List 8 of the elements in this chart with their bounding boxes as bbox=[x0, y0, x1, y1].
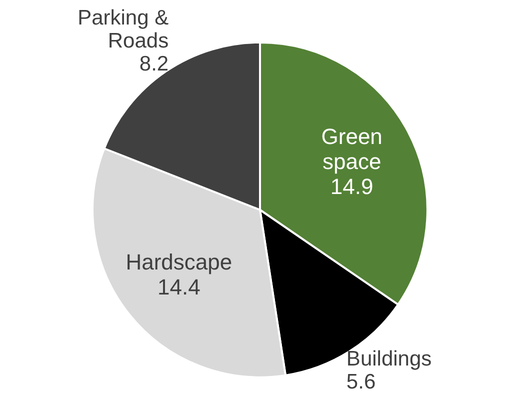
data-label: 5.6 bbox=[346, 370, 376, 394]
data-label: 14.9 bbox=[330, 174, 374, 199]
data-label: 14.4 bbox=[158, 274, 200, 300]
slice-label: Green space bbox=[321, 124, 382, 174]
slice-label: Parking & Roads bbox=[78, 6, 169, 53]
data-label: 8.2 bbox=[139, 52, 169, 76]
slice-label: Buildings bbox=[346, 347, 432, 370]
slice-label: Hardscape bbox=[126, 250, 232, 275]
